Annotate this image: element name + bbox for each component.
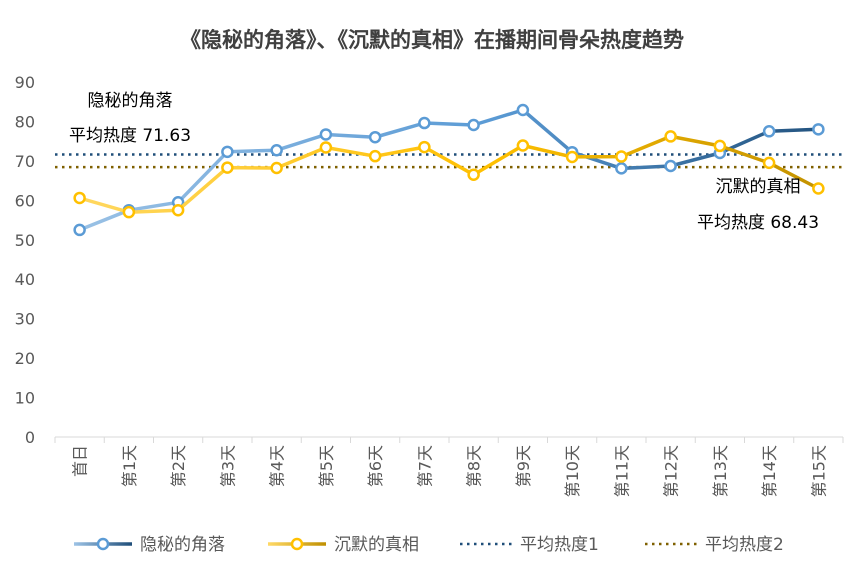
x-tick-label: 第9天 <box>514 445 533 487</box>
legend-item: 沉默的真相 <box>268 535 419 555</box>
legend-item: 隐秘的角落 <box>74 535 225 555</box>
data-point <box>221 161 234 174</box>
legend-label: 平均热度1 <box>520 535 599 555</box>
data-point <box>73 223 86 237</box>
data-point <box>418 116 431 130</box>
x-tick-label: 第5天 <box>317 445 336 487</box>
x-tick-label: 第7天 <box>415 445 434 487</box>
y-axis: 0 10 20 30 40 50 60 70 80 90 <box>15 73 35 447</box>
x-tick-label: 第8天 <box>465 445 484 487</box>
data-point <box>467 168 480 181</box>
y-tick-label: 40 <box>15 270 35 289</box>
y-tick-label: 50 <box>15 231 35 250</box>
series-line <box>78 108 819 232</box>
data-point <box>221 145 234 159</box>
x-tick-label: 首日 <box>71 445 90 477</box>
annotation-series-name: 沉默的真相 <box>716 177 801 197</box>
x-tick-label: 第3天 <box>218 445 237 487</box>
data-point <box>418 140 431 154</box>
x-axis: 首日 第1天 第2天 第3天 第4天 第5天 第6天 第7天 第8天 第9天 第10天 第11天 第12… <box>54 436 844 497</box>
legend-item: 平均热度2 <box>645 535 784 555</box>
data-point <box>73 191 86 205</box>
data-point <box>467 118 480 132</box>
series-line <box>79 134 820 214</box>
x-tick-label: 第12天 <box>662 445 681 497</box>
x-tick-label: 第6天 <box>366 445 385 487</box>
legend: 隐秘的角落 沉默的真相 平均热度1 平均热度2 <box>74 535 784 555</box>
data-point <box>368 149 382 163</box>
legend-label: 平均热度2 <box>705 535 784 555</box>
average-lines <box>55 153 843 169</box>
data-point <box>171 203 185 217</box>
data-point <box>122 205 136 219</box>
data-point <box>664 159 677 173</box>
y-tick-label: 80 <box>15 112 35 131</box>
y-tick-label: 10 <box>15 389 35 408</box>
x-tick-label: 第10天 <box>563 445 582 497</box>
x-tick-label: 第15天 <box>809 445 828 497</box>
data-point <box>516 139 530 152</box>
y-tick-label: 90 <box>15 73 35 92</box>
data-point <box>368 130 382 144</box>
data-point <box>270 143 283 157</box>
y-tick-label: 60 <box>15 191 35 210</box>
legend-marker <box>290 537 304 551</box>
data-point <box>565 150 579 164</box>
data-point <box>319 128 333 141</box>
data-point <box>615 150 628 163</box>
x-tick-label: 第11天 <box>612 445 631 497</box>
y-tick-label: 0 <box>25 428 35 447</box>
y-tick-label: 30 <box>15 310 35 329</box>
x-tick-label: 第14天 <box>760 445 779 497</box>
x-tick-label: 第13天 <box>711 445 730 497</box>
legend-label: 隐秘的角落 <box>140 535 225 555</box>
data-point <box>270 161 283 175</box>
y-tick-label: 20 <box>15 349 35 368</box>
x-tick-label: 第2天 <box>169 445 188 487</box>
data-point <box>762 156 776 170</box>
legend-marker <box>96 537 110 551</box>
x-tick-label: 第1天 <box>120 445 139 487</box>
data-point <box>812 182 825 195</box>
annotation-average: 平均热度 68.43 <box>697 213 819 233</box>
y-tick-label: 70 <box>15 152 35 171</box>
series-layer <box>73 103 825 237</box>
data-point <box>615 162 628 175</box>
legend-label: 沉默的真相 <box>334 535 419 555</box>
data-point <box>812 123 825 136</box>
x-tick-label: 第4天 <box>268 445 287 487</box>
data-point <box>664 130 677 143</box>
data-point <box>713 139 727 153</box>
data-point <box>762 125 776 138</box>
data-point <box>319 141 333 154</box>
legend-item: 平均热度1 <box>460 535 599 555</box>
chart-title: 《隐秘的角落》、《沉默的真相》在播期间骨朵热度趋势 <box>180 28 684 52</box>
data-point <box>516 103 530 117</box>
annotation-series-name: 隐秘的角落 <box>88 91 173 111</box>
annotation-average: 平均热度 71.63 <box>69 126 191 146</box>
